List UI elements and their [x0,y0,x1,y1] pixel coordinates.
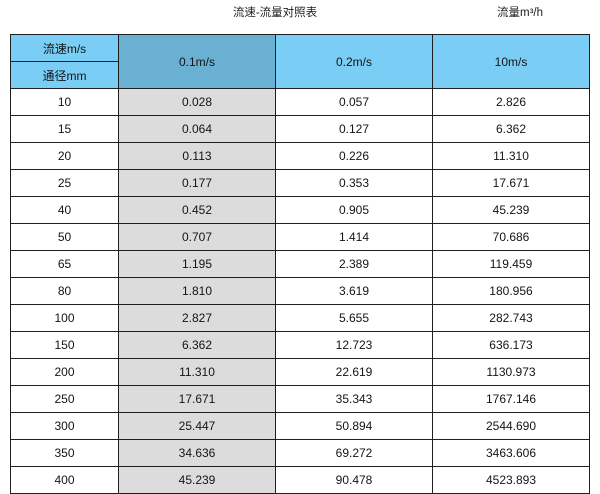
cell-flow-0.2: 5.655 [275,304,433,332]
cell-flow-10: 70.686 [432,223,590,251]
cell-flow-0.2: 0.127 [275,115,433,143]
cell-flow-0.2: 22.619 [275,358,433,386]
table-row: 80 1.810 3.619 180.956 [10,277,590,305]
column-header-0: 0.1m/s [118,34,276,89]
table-row: 20 0.113 0.226 11.310 [10,142,590,170]
cell-flow-0.1: 34.636 [118,439,276,467]
cell-flow-0.2: 69.272 [275,439,433,467]
cell-diameter: 200 [10,358,119,386]
corner-diameter-label: 通径mm [10,61,119,89]
cell-diameter: 10 [10,88,119,116]
cell-diameter: 350 [10,439,119,467]
cell-diameter: 400 [10,466,119,494]
header-row-top: 流速m/s 0.1m/s 0.2m/s 10m/s [10,34,590,89]
cell-flow-10: 6.362 [432,115,590,143]
cell-flow-10: 45.239 [432,196,590,224]
table-row: 40 0.452 0.905 45.239 [10,196,590,224]
cell-flow-0.1: 11.310 [118,358,276,386]
cell-flow-0.2: 0.353 [275,169,433,197]
cell-flow-0.2: 90.478 [275,466,433,494]
table-row: 200 11.310 22.619 1130.973 [10,358,590,386]
cell-flow-10: 180.956 [432,277,590,305]
cell-diameter: 300 [10,412,119,440]
table-row: 10 0.028 0.057 2.826 [10,88,590,116]
cell-flow-10: 1767.146 [432,385,590,413]
cell-flow-0.1: 0.177 [118,169,276,197]
cell-flow-10: 4523.893 [432,466,590,494]
cell-flow-0.2: 1.414 [275,223,433,251]
cell-flow-0.1: 0.064 [118,115,276,143]
flow-rate-table: 流速m/s 0.1m/s 0.2m/s 10m/s 通径mm 10 0.028 … [10,34,590,494]
header-row-bottom: 通径mm [10,61,590,89]
cell-flow-0.2: 35.343 [275,385,433,413]
cell-diameter: 25 [10,169,119,197]
table-container: 流速m/s 0.1m/s 0.2m/s 10m/s 通径mm 10 0.028 … [10,34,590,494]
corner-velocity-label: 流速m/s [10,34,119,62]
cell-flow-10: 2544.690 [432,412,590,440]
table-row: 100 2.827 5.655 282.743 [10,304,590,332]
column-header-1: 0.2m/s [275,34,433,89]
cell-diameter: 250 [10,385,119,413]
cell-flow-10: 2.826 [432,88,590,116]
cell-diameter: 50 [10,223,119,251]
cell-flow-10: 3463.606 [432,439,590,467]
cell-flow-0.1: 2.827 [118,304,276,332]
table-row: 150 6.362 12.723 636.173 [10,331,590,359]
cell-flow-10: 17.671 [432,169,590,197]
cell-flow-0.2: 50.894 [275,412,433,440]
cell-flow-0.2: 0.226 [275,142,433,170]
cell-flow-0.1: 45.239 [118,466,276,494]
page-title: 流速-流量对照表 [232,7,318,19]
cell-diameter: 20 [10,142,119,170]
cell-flow-10: 282.743 [432,304,590,332]
table-row: 50 0.707 1.414 70.686 [10,223,590,251]
cell-flow-0.1: 25.447 [118,412,276,440]
cell-diameter: 80 [10,277,119,305]
cell-flow-0.2: 0.057 [275,88,433,116]
cell-flow-10: 1130.973 [432,358,590,386]
cell-flow-0.1: 0.028 [118,88,276,116]
cell-flow-0.2: 0.905 [275,196,433,224]
cell-flow-10: 11.310 [432,142,590,170]
table-row: 350 34.636 69.272 3463.606 [10,439,590,467]
cell-flow-0.1: 0.452 [118,196,276,224]
cell-flow-0.1: 0.113 [118,142,276,170]
table-head: 流速m/s 0.1m/s 0.2m/s 10m/s 通径mm [10,34,590,89]
titles-row: 流速-流量对照表 流量m³/h [0,0,600,34]
cell-flow-10: 119.459 [432,250,590,278]
table-row: 65 1.195 2.389 119.459 [10,250,590,278]
column-header-2: 10m/s [432,34,590,89]
cell-flow-0.2: 3.619 [275,277,433,305]
cell-diameter: 15 [10,115,119,143]
table-row: 250 17.671 35.343 1767.146 [10,385,590,413]
cell-diameter: 40 [10,196,119,224]
cell-flow-0.1: 0.707 [118,223,276,251]
table-row: 25 0.177 0.353 17.671 [10,169,590,197]
cell-flow-0.1: 1.810 [118,277,276,305]
cell-flow-10: 636.173 [432,331,590,359]
cell-flow-0.2: 2.389 [275,250,433,278]
table-row: 15 0.064 0.127 6.362 [10,115,590,143]
cell-flow-0.1: 6.362 [118,331,276,359]
cell-flow-0.2: 12.723 [275,331,433,359]
cell-diameter: 100 [10,304,119,332]
cell-flow-0.1: 1.195 [118,250,276,278]
cell-diameter: 150 [10,331,119,359]
table-row: 300 25.447 50.894 2544.690 [10,412,590,440]
cell-diameter: 65 [10,250,119,278]
table-row: 400 45.239 90.478 4523.893 [10,466,590,494]
flow-unit-title: 流量m³/h [497,7,543,19]
table-body: 10 0.028 0.057 2.826 15 0.064 0.127 6.36… [10,88,590,494]
cell-flow-0.1: 17.671 [118,385,276,413]
